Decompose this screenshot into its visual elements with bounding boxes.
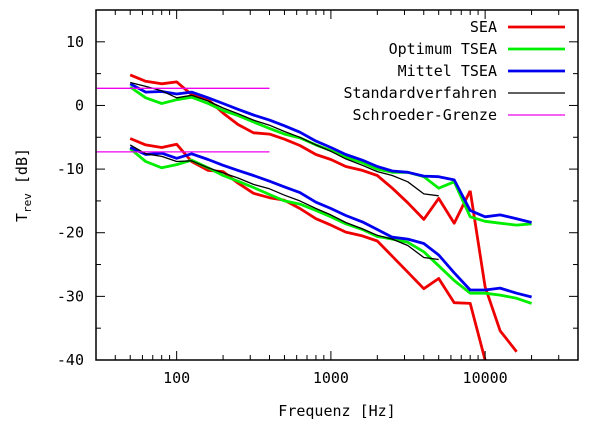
series-line-sea-3 [129,137,487,360]
legend-label: Schroeder-Grenze [353,106,498,124]
legend-label: Standardverfahren [343,84,497,102]
y-tick-label: 10 [66,33,84,51]
plot-frame [95,9,579,361]
x-tick-label: 1000 [313,369,349,387]
series-line-standardverfahren-2 [129,144,439,261]
legend-label: Optimum TSEA [389,40,497,58]
series-layer [96,73,533,360]
series-line-mittel-tsea-2 [129,146,532,299]
y-tick-label: -10 [57,160,84,178]
y-tick-label: -20 [57,224,84,242]
y-tick-label: -30 [57,287,84,305]
series-line-mittel-tsea-1 [129,82,532,224]
y-axis-title: Trev [dB] [13,148,34,222]
y-tick-label: -40 [57,351,84,369]
x-tick-label: 10000 [463,369,508,387]
y-tick-label: 0 [75,96,84,114]
ticks-layer: 100 1000 10000 -40 -30 -20 -10 0 10 [57,9,579,387]
y-axis-title-main: T [13,213,31,222]
y-axis-title-subscript: rev [21,193,34,213]
legend-label: SEA [470,18,497,36]
series-line-sea-1 [129,73,472,225]
x-tick-label: 100 [163,369,190,387]
legend-label: Mittel TSEA [398,62,497,80]
series-line-standardverfahren-1 [130,81,439,197]
x-axis-title: Frequenz [Hz] [278,402,395,420]
legend: SEA Optimum TSEA Mittel TSEA Standardverfah… [343,18,565,124]
series-line-sea-2 [468,190,518,353]
y-axis-title-unit: [dB] [13,148,31,193]
